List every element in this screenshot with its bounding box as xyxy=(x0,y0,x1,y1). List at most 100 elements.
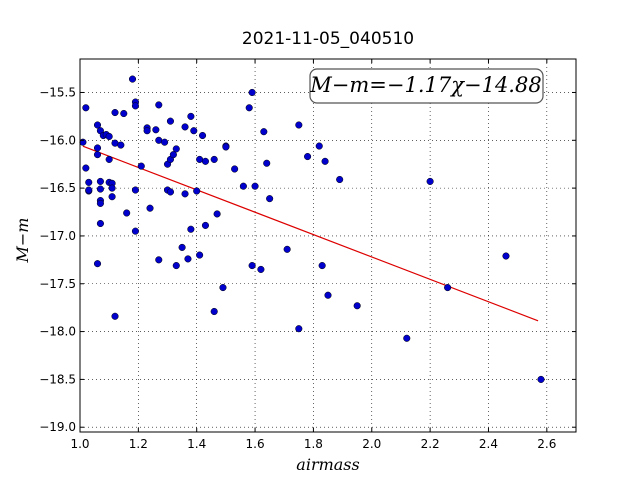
x-tick-label: 2.6 xyxy=(537,437,556,451)
fit-line xyxy=(82,145,539,322)
data-point xyxy=(93,144,102,152)
data-point xyxy=(353,302,361,310)
data-point xyxy=(166,117,174,125)
x-tick-label: 1.8 xyxy=(304,437,323,451)
data-point xyxy=(263,159,271,167)
data-point xyxy=(93,121,102,129)
annotation-text: M−m=−1.17χ−14.88 xyxy=(309,73,541,97)
data-point xyxy=(210,155,218,163)
y-tick-label: −18.5 xyxy=(39,372,76,386)
data-point xyxy=(93,151,102,159)
data-point xyxy=(248,88,256,97)
data-point xyxy=(231,165,239,173)
data-point xyxy=(131,227,139,235)
data-point xyxy=(166,188,174,196)
data-point xyxy=(187,112,195,120)
data-point xyxy=(85,186,93,194)
data-point xyxy=(82,104,90,112)
data-point xyxy=(213,210,221,218)
chart-title: 2021-11-05_040510 xyxy=(242,29,414,49)
data-point xyxy=(201,221,210,229)
data-point xyxy=(210,307,218,316)
data-point xyxy=(251,182,259,190)
data-point xyxy=(85,178,93,186)
data-point xyxy=(295,121,303,129)
data-point xyxy=(257,265,265,273)
data-point xyxy=(219,284,227,292)
data-point xyxy=(190,127,198,135)
data-point xyxy=(155,101,163,109)
x-axis-label: airmass xyxy=(296,455,359,474)
x-tick-label: 1.6 xyxy=(246,437,265,451)
data-point xyxy=(96,177,104,185)
data-point xyxy=(321,157,329,165)
annotation-box xyxy=(309,68,544,104)
x-tick-labels: 1.0 1.2 1.4 1.6 1.8 2.0 2.2 2.4 2.6 xyxy=(70,437,556,451)
fit-annotation: M−m=−1.17χ−14.88 xyxy=(309,68,544,104)
data-point xyxy=(502,252,510,260)
data-point xyxy=(178,243,186,251)
data-point xyxy=(152,126,160,134)
data-point xyxy=(248,262,256,270)
data-point xyxy=(108,184,116,192)
y-tick-label: −17.0 xyxy=(39,229,76,243)
fit-layer xyxy=(82,145,539,322)
data-point xyxy=(155,256,163,264)
y-tick-label: −16.5 xyxy=(39,181,76,195)
x-tick-label: 1.2 xyxy=(129,437,148,451)
data-point xyxy=(304,153,312,161)
data-point xyxy=(172,145,180,153)
data-point xyxy=(444,284,452,292)
plot-frame xyxy=(79,58,577,433)
data-point xyxy=(172,262,180,270)
data-point xyxy=(131,102,139,110)
data-point xyxy=(266,195,274,203)
y-tick-label: −19.0 xyxy=(39,420,76,434)
data-point xyxy=(181,123,189,131)
data-point xyxy=(111,312,119,320)
data-point xyxy=(123,209,131,217)
data-point xyxy=(283,245,291,253)
x-tick-label: 1.4 xyxy=(187,437,206,451)
y-tick-label: −17.5 xyxy=(39,277,76,291)
data-point xyxy=(260,128,268,136)
data-point xyxy=(239,182,247,190)
data-point xyxy=(82,164,90,172)
x-tick-label: 2.4 xyxy=(479,437,498,451)
data-point xyxy=(198,131,207,140)
data-point xyxy=(184,255,192,263)
x-tick-label: 2.0 xyxy=(362,437,381,451)
y-tick-label: −16.0 xyxy=(39,133,76,147)
data-point xyxy=(96,199,104,207)
data-point xyxy=(143,127,151,135)
data-point xyxy=(108,193,116,201)
data-point xyxy=(315,142,323,150)
data-point xyxy=(403,334,411,342)
y-tick-labels: −15.5 −16.0 −16.5 −17.0 −17.5 −18.0 −18.5 −19.0 xyxy=(39,85,76,434)
data-point xyxy=(196,251,204,259)
data-point xyxy=(117,141,125,149)
data-point xyxy=(222,143,230,151)
data-point xyxy=(193,187,201,195)
data-point xyxy=(120,109,128,118)
data-point xyxy=(96,185,104,193)
data-point xyxy=(187,225,195,233)
x-tick-label: 1.0 xyxy=(70,437,89,451)
data-point xyxy=(131,186,139,194)
data-point xyxy=(336,175,344,184)
data-point xyxy=(105,155,113,163)
y-tick-label: −15.5 xyxy=(39,85,76,99)
data-point xyxy=(96,219,104,228)
data-point xyxy=(201,157,210,165)
y-tick-label: −18.0 xyxy=(39,325,76,339)
data-point xyxy=(111,109,119,117)
data-point xyxy=(537,375,545,383)
data-point xyxy=(295,325,303,333)
data-point xyxy=(324,291,332,299)
data-point xyxy=(146,204,154,212)
data-point xyxy=(128,75,137,83)
plot-area xyxy=(80,59,576,432)
x-tick-label: 2.2 xyxy=(421,437,440,451)
ticks xyxy=(79,59,576,432)
